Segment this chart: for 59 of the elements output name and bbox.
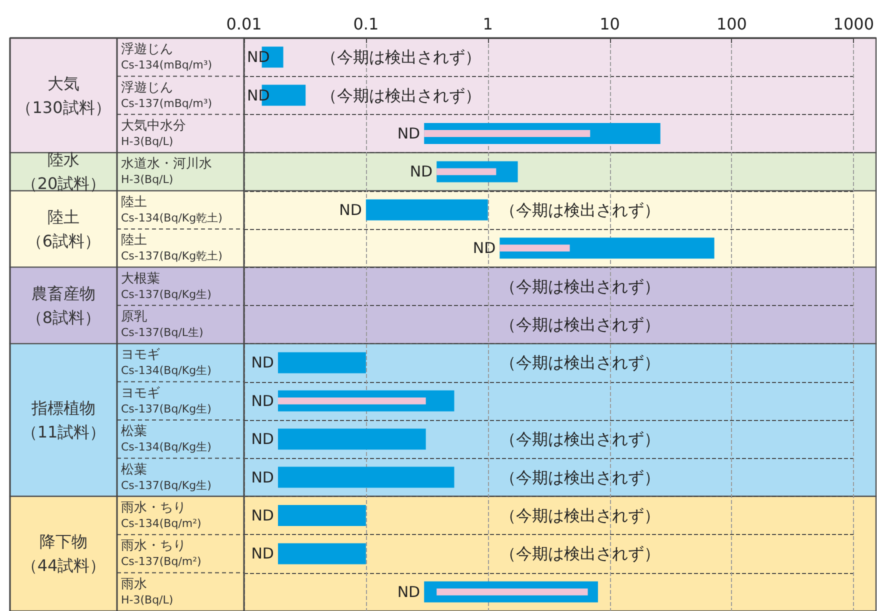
band-label: 降下物（44試料） [21, 532, 106, 576]
bar [424, 130, 590, 137]
annotation: ND [251, 354, 274, 372]
annotation: ND [251, 506, 274, 524]
x-tick-label: 1 [482, 14, 493, 34]
bar [500, 244, 570, 252]
annotation: ND [339, 200, 362, 219]
y-tick-label: 陸土 Cs-137(Bq/Kg乾土) [121, 233, 222, 263]
bar [278, 428, 426, 450]
y-tick-label: ヨモギ Cs-134(Bq/Kg生) [121, 348, 212, 378]
text: （今期は検出されず） [500, 200, 660, 220]
y-tick-label: 原乳 Cs-137(Bq/L生) [121, 310, 204, 339]
text: （今期は検出されず） [500, 468, 660, 487]
annotation: ND [472, 239, 496, 258]
band-label: 陸水（20試料） [21, 150, 106, 194]
x-tick-label: 0.1 [353, 14, 379, 34]
x-tick-label: 10 [600, 14, 620, 34]
y-tick-label: 雨水・ちり Cs-137(Bq/m²) [121, 538, 202, 568]
bar [436, 588, 588, 596]
text: （今期は検出されず） [500, 276, 660, 296]
y-tick-label: 雨水・ちり Cs-134(Bq/m²) [121, 500, 202, 530]
band-label: 大気（130試料） [16, 74, 111, 117]
text: （今期は検出されず） [500, 315, 660, 334]
annotation: ND [410, 162, 433, 181]
y-tick-label: 浮遊じん Cs-134(mBq/m³) [121, 42, 212, 72]
x-tick-label: 100 [716, 14, 747, 34]
y-tick-label: 松葉 Cs-137(Bq/Kg生) [121, 462, 212, 492]
band-label: 指標植物（11試料） [21, 398, 106, 442]
bar [278, 466, 454, 488]
y-tick-label: 水道水・河川水 H-3(Bq/L) [121, 156, 212, 186]
band-label: 陸土（6試料） [26, 208, 101, 250]
y-tick-label: 雨水 H-3(Bq/L) [121, 576, 174, 606]
annotation: ND [251, 392, 274, 410]
annotation: ND [251, 468, 274, 486]
x-tick-label: 0.01 [226, 14, 262, 34]
annotation: ND [251, 430, 274, 448]
y-tick-label: 大気中水分 H-3(Bq/L) [121, 118, 186, 148]
bar [278, 397, 426, 404]
bar [366, 199, 488, 220]
bar [278, 504, 366, 526]
y-tick-label: 浮遊じん Cs-137(mBq/m³) [121, 80, 212, 110]
y-tick-label: 陸土 Cs-134(Bq/Kg乾土) [121, 194, 222, 224]
text: （今期は検出されず） [500, 544, 660, 564]
y-tick-label: 松葉 Cs-134(Bq/Kg生) [121, 424, 212, 454]
text: （今期は検出されず） [500, 430, 660, 449]
annotation: ND [397, 124, 420, 142]
text: （今期は検出されず） [500, 353, 660, 372]
bar [278, 543, 366, 564]
annotation: ND [251, 544, 274, 563]
text: （今期は検出されず） [321, 86, 481, 105]
text: （今期は検出されず） [500, 506, 660, 525]
band-label: 農畜産物（8試料） [26, 284, 101, 327]
y-tick-label: ヨモギ Cs-137(Bq/Kg生) [121, 386, 212, 416]
x-tick-label: 1000 [833, 14, 874, 34]
y-tick-label: 大根葉 Cs-137(Bq/Kg生) [121, 271, 212, 301]
text: （今期は検出されず） [321, 48, 481, 67]
bar [436, 168, 496, 176]
bar [278, 352, 366, 374]
annotation: ND [397, 582, 420, 601]
